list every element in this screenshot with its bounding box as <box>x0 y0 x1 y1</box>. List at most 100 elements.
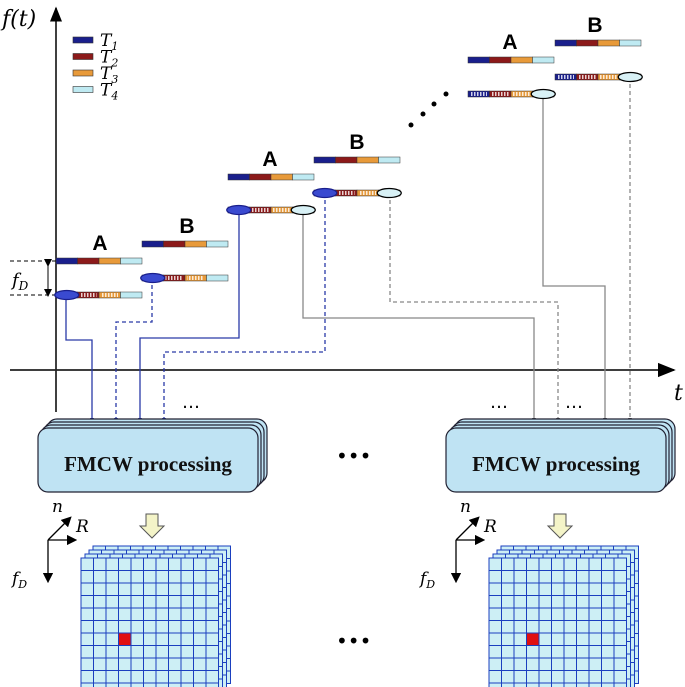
grid-cell <box>193 657 207 671</box>
grid-cell <box>538 557 552 571</box>
doppler-shift-annotation: fD <box>10 259 56 297</box>
grid-cell <box>526 657 540 671</box>
grid-cell <box>180 657 194 671</box>
grid-cell <box>563 620 577 634</box>
grid-cell <box>93 620 107 634</box>
grid-cell <box>513 582 527 596</box>
grid-cell <box>205 582 219 596</box>
grid-cell <box>80 670 94 684</box>
selected-sample-ellipse <box>530 88 556 100</box>
grid-cell <box>180 682 194 687</box>
grid-cell <box>563 682 577 687</box>
grid-cell <box>118 595 132 609</box>
grid-cell <box>563 657 577 671</box>
legend-label-sub: 1 <box>111 40 118 53</box>
grid-cell <box>80 595 94 609</box>
grid-cell <box>576 620 590 634</box>
legend-label-sub: 4 <box>110 90 118 103</box>
legend-swatch-4 <box>72 86 94 93</box>
grid-cell <box>488 557 502 571</box>
legend-label: T <box>100 81 113 101</box>
group-label: B <box>587 14 602 37</box>
selected-sample-ellipse <box>376 187 402 199</box>
legend-swatch-2 <box>72 53 94 60</box>
grid-cell <box>93 682 107 687</box>
grid-cell <box>513 570 527 584</box>
grid-cell <box>601 657 615 671</box>
grid-cell <box>513 632 527 646</box>
signal-route-3 <box>139 210 240 430</box>
grid-cell <box>576 632 590 646</box>
grid-cell <box>155 582 169 596</box>
selected-sample-ellipse <box>290 204 316 216</box>
grid-cell <box>501 582 515 596</box>
tx-segment-4 <box>532 56 555 64</box>
rx-hatch <box>557 75 574 79</box>
grid-cell <box>180 620 194 634</box>
tx-segment-2 <box>576 39 599 47</box>
grid-cell <box>488 657 502 671</box>
grid-cell <box>551 595 565 609</box>
grid-cell <box>513 557 527 571</box>
grid-cell <box>501 657 515 671</box>
grid-cell <box>576 557 590 571</box>
rx-segment-4 <box>206 274 229 282</box>
big-ellipsis-1: ••• <box>336 444 371 468</box>
grid-cell <box>513 657 527 671</box>
rx-hatch <box>513 92 530 96</box>
grid-cell <box>155 657 169 671</box>
grid-cell <box>168 645 182 659</box>
grid-cell <box>551 670 565 684</box>
range-doppler-cube-2 <box>488 545 639 687</box>
tx-segment-3 <box>270 173 293 181</box>
grid-cell <box>80 682 94 687</box>
rx-hatch <box>187 276 204 280</box>
grid-cell <box>613 657 627 671</box>
grid-cell <box>93 645 107 659</box>
grid-cell <box>168 632 182 646</box>
grid-cell <box>193 645 207 659</box>
grid-cell <box>576 657 590 671</box>
grid-cell <box>538 595 552 609</box>
grid-cell <box>193 557 207 571</box>
grid-cell <box>513 620 527 634</box>
grid-cell <box>488 620 502 634</box>
grid-cell <box>118 620 132 634</box>
grid-cell <box>538 620 552 634</box>
grid-cell <box>105 657 119 671</box>
grid-cell <box>155 620 169 634</box>
grid-cell <box>576 670 590 684</box>
tx-segment-1 <box>554 39 577 47</box>
grid-cell <box>93 595 107 609</box>
grid-cell <box>130 657 144 671</box>
y-axis-label: f(t) <box>0 7 36 32</box>
grid-cell <box>488 670 502 684</box>
group-label: A <box>92 232 107 255</box>
grid-cell <box>105 632 119 646</box>
grid-cell <box>118 645 132 659</box>
grid-cell <box>180 595 194 609</box>
grid-cell <box>538 607 552 621</box>
grid-cell <box>601 670 615 684</box>
grid-cell <box>613 570 627 584</box>
grid-cell <box>613 620 627 634</box>
grid-cell <box>588 570 602 584</box>
grid-cell <box>93 657 107 671</box>
doppler-label-sub: D <box>18 279 29 293</box>
grid-cell <box>588 670 602 684</box>
grid-cell <box>501 670 515 684</box>
grid-cell <box>193 582 207 596</box>
grid-cell <box>118 582 132 596</box>
grid-cell <box>538 582 552 596</box>
grid-cell <box>588 657 602 671</box>
doppler-axis-label: f <box>418 569 429 589</box>
grid-cell <box>205 632 219 646</box>
grid-cell <box>80 570 94 584</box>
selected-sample-ellipse <box>312 187 338 199</box>
grid-cell <box>118 682 132 687</box>
grid-cell <box>118 557 132 571</box>
grid-cell <box>143 682 157 687</box>
grid-cell <box>193 682 207 687</box>
grid-cell <box>93 557 107 571</box>
grid-cell <box>588 682 602 687</box>
